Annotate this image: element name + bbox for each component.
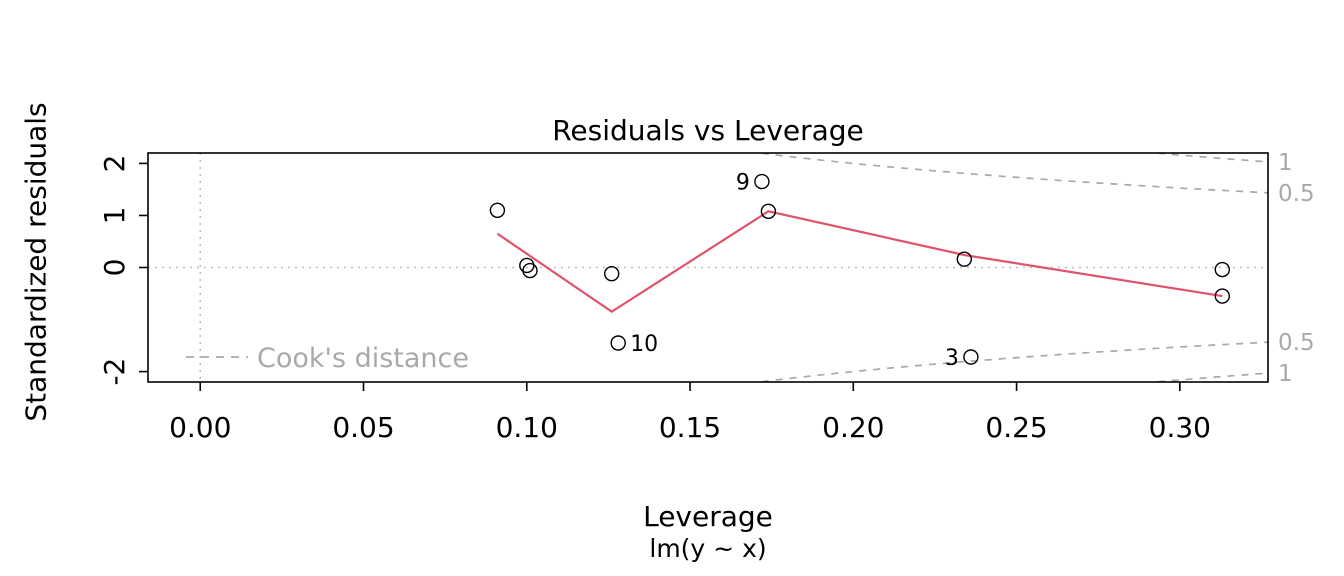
point-label-9: 9 <box>736 171 750 196</box>
data-point <box>963 349 979 365</box>
data-point <box>956 251 972 267</box>
data-point <box>604 266 620 282</box>
x-tick-label: 0.20 <box>822 411 884 444</box>
cooks-contour-line-0.5 <box>761 152 1269 194</box>
x-tick-label: 0.15 <box>659 411 721 444</box>
cooks-contour-line-1 <box>1157 152 1269 163</box>
x-tick-label: 0.30 <box>1149 411 1211 444</box>
data-point <box>760 203 777 220</box>
cooks-distance-legend-label: Cook's distance <box>257 343 470 374</box>
smooth-trend-line <box>496 210 1223 314</box>
x-tick-label: 0.00 <box>169 411 231 444</box>
x-axis-title: Leverage <box>643 500 773 533</box>
data-point <box>610 335 626 351</box>
point-label-10: 10 <box>630 332 658 357</box>
x-tick-label: 0.10 <box>496 411 558 444</box>
x-tick-label: 0.05 <box>332 411 394 444</box>
x-tick-label: 0.25 <box>985 411 1047 444</box>
data-point <box>1214 261 1231 278</box>
chart-title: Residuals vs Leverage <box>552 114 864 147</box>
cooks-contour-line-0.5 <box>761 341 1269 383</box>
model-subtitle: lm(y ~ x) <box>649 534 767 563</box>
data-point <box>489 202 506 219</box>
cooks-contour-line-1 <box>1157 372 1269 383</box>
data-point <box>519 257 535 274</box>
cooks-contour-label: 0.5 <box>1278 330 1315 356</box>
data-point <box>1214 288 1231 304</box>
y-tick-label: -2 <box>98 358 131 386</box>
cooks-contour-label: 1 <box>1278 150 1293 176</box>
y-tick-label: 0 <box>98 259 131 277</box>
y-tick-label: 1 <box>98 207 131 225</box>
point-label-3: 3 <box>945 346 959 371</box>
y-tick-label: 2 <box>98 154 131 172</box>
cooks-contour-label: 0.5 <box>1278 181 1315 207</box>
data-point <box>522 262 538 279</box>
y-axis-title: Standardized residuals <box>19 102 53 422</box>
cooks-contour-label: 1 <box>1278 361 1293 387</box>
data-point <box>754 173 770 190</box>
